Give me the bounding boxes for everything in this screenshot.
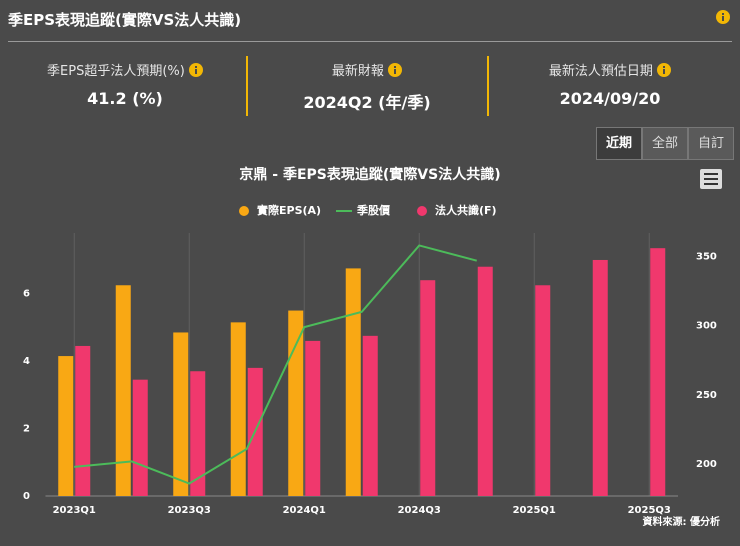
bar — [345, 268, 361, 496]
stat: 最新法人預估日期 2024/09/20 — [490, 60, 730, 108]
y2-tick-label: 250 — [696, 390, 717, 401]
bar — [592, 259, 608, 496]
x-tick-label: 2023Q1 — [53, 505, 96, 516]
stat-value: 2024Q2 (年/季) — [303, 93, 431, 112]
bar — [230, 322, 246, 496]
range-buttons: 近期 全部 自訂 — [596, 127, 734, 160]
stat-label: 最新財報 — [331, 64, 384, 79]
separator — [246, 56, 248, 116]
info-icon[interactable] — [388, 63, 403, 77]
bar — [173, 332, 189, 496]
y-tick-label: 0 — [23, 491, 30, 502]
range-button[interactable]: 近期 — [596, 127, 642, 160]
legend-label: 法人共識(F) — [435, 203, 497, 217]
price-line — [74, 244, 478, 485]
info-icon[interactable] — [657, 63, 672, 77]
stat-label: 最新法人預估日期 — [548, 64, 653, 79]
range-button[interactable]: 自訂 — [688, 127, 734, 160]
bar — [305, 340, 321, 496]
legend-label: 實際EPS(A) — [257, 203, 321, 217]
widget-title: 季EPS表現追蹤(實際VS法人共識) — [8, 11, 242, 29]
source-note: 資料來源: 優分析 — [643, 515, 720, 528]
y2-tick-label: 300 — [696, 321, 717, 332]
x-tick-label: 2025Q3 — [628, 505, 671, 516]
bar — [132, 379, 148, 496]
bar — [362, 335, 378, 496]
stat: 季EPS超乎法人預期(%) 41.2 (%) — [5, 60, 245, 108]
x-tick-label: 2025Q1 — [513, 505, 556, 516]
info-icon[interactable] — [716, 10, 730, 24]
bar — [288, 310, 304, 496]
chart-title: 京鼎 - 季EPS表現追蹤(實際VS法人共識) — [239, 166, 500, 183]
bar — [190, 371, 206, 496]
y-tick-label: 2 — [23, 424, 30, 435]
y-tick-label: 4 — [23, 356, 30, 367]
stat: 最新財報 2024Q2 (年/季) — [247, 60, 487, 113]
info-icon[interactable] — [188, 63, 203, 77]
y-tick-label: 6 — [23, 289, 30, 300]
x-tick-label: 2024Q3 — [398, 505, 441, 516]
stat-value: 41.2 (%) — [87, 89, 163, 108]
y2-tick-label: 350 — [696, 252, 717, 263]
bar — [535, 285, 551, 496]
bar — [650, 248, 666, 496]
bar — [75, 345, 91, 496]
x-tick-label: 2023Q3 — [168, 505, 211, 516]
divider — [8, 41, 732, 42]
bar — [115, 285, 131, 496]
bar — [477, 266, 493, 496]
bar — [420, 280, 436, 496]
legend-symbol — [239, 206, 249, 216]
stat-label: 季EPS超乎法人預期(%) — [47, 64, 185, 79]
y2-tick-label: 200 — [696, 459, 717, 470]
chart: 京鼎 - 季EPS表現追蹤(實際VS法人共識) 2023Q1 2023Q3 2024… — [23, 166, 722, 528]
range-button[interactable]: 全部 — [642, 127, 688, 160]
stat-value: 2024/09/20 — [559, 89, 661, 108]
menu-icon[interactable] — [700, 169, 722, 189]
legend-label: 季股價 — [356, 203, 391, 217]
x-tick-label: 2024Q1 — [283, 505, 326, 516]
legend-symbol — [417, 206, 427, 216]
bar — [58, 356, 74, 496]
separator — [487, 56, 489, 116]
